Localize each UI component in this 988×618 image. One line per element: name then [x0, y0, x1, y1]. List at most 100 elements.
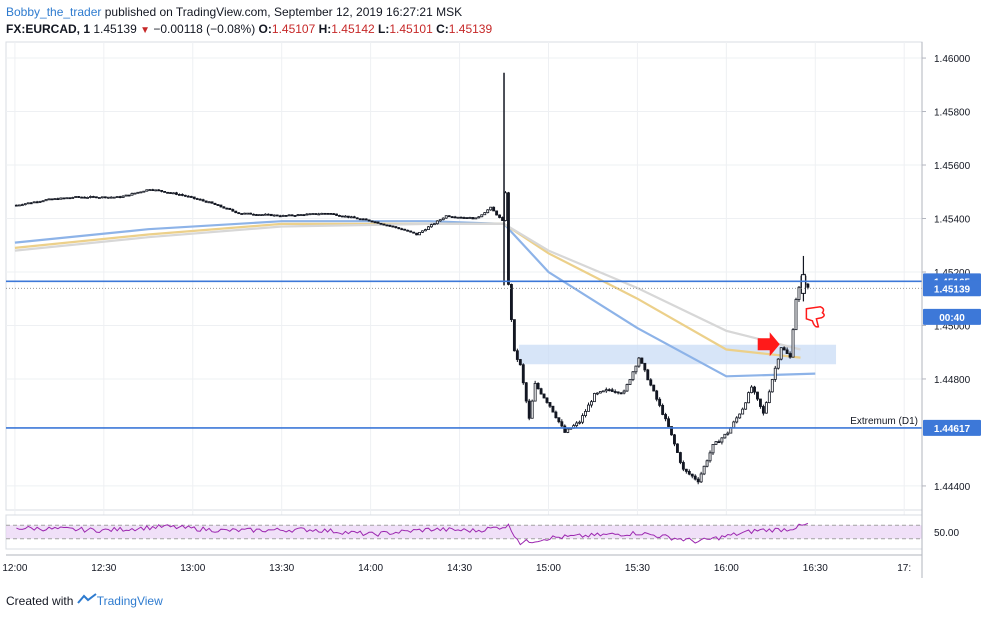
grid-lines — [5, 41, 923, 549]
candle-body — [539, 388, 543, 395]
candle-body — [424, 229, 427, 232]
price-change: −0.00118 (−0.08%) — [153, 22, 256, 36]
candle-body — [723, 433, 727, 439]
candle-body — [272, 214, 276, 217]
candle-body — [240, 213, 244, 215]
candle-body — [136, 191, 140, 194]
price-label-bg — [923, 308, 981, 325]
candle-body — [625, 384, 629, 392]
candle-body — [471, 217, 475, 220]
tradingview-brand[interactable]: TradingView — [96, 594, 163, 608]
candle-body — [788, 353, 792, 358]
candle-body — [74, 196, 78, 198]
candle-body — [346, 215, 350, 218]
candle-body — [658, 398, 662, 406]
candle-body — [246, 212, 250, 215]
candle-body — [634, 365, 638, 373]
price-tick-label: 1.45000 — [934, 321, 971, 332]
candle-body — [667, 418, 670, 427]
candle-body — [59, 197, 63, 200]
candle-body — [106, 196, 110, 199]
candle-body — [441, 217, 445, 221]
time-tick-label: 15:30 — [625, 563, 650, 574]
candle-body — [118, 196, 122, 198]
candle-body — [456, 216, 460, 219]
candle-body — [180, 194, 184, 196]
candle-body — [498, 214, 502, 218]
candle-body — [26, 202, 30, 205]
candle-body — [779, 347, 783, 360]
candle-body — [744, 402, 748, 410]
candle-body — [269, 213, 273, 217]
candle-body — [581, 415, 585, 423]
last-price: 1.45139 — [93, 22, 137, 36]
candle-body — [367, 219, 371, 222]
candle-body — [453, 216, 457, 219]
candle-body — [305, 213, 309, 216]
candle-body — [68, 197, 72, 200]
candle-body — [385, 224, 389, 227]
time-tick-label: 12:30 — [91, 563, 116, 574]
candle-body — [65, 197, 69, 200]
candle-body — [192, 196, 196, 199]
candle-body — [687, 471, 691, 475]
candle-body — [527, 400, 531, 419]
candle-body — [332, 213, 336, 215]
candle-body — [361, 218, 365, 221]
candle-body — [684, 468, 688, 472]
time-tick-label: 16:30 — [803, 563, 828, 574]
candle-body — [649, 379, 653, 386]
horizontal-levels[interactable]: Extremum (D1) — [6, 280, 922, 429]
candle-body — [720, 437, 724, 443]
candle-body — [548, 402, 552, 407]
candle-body — [542, 393, 546, 399]
published-text: published on TradingView.com, September … — [104, 5, 463, 19]
candle-body — [278, 215, 282, 218]
candle-body — [486, 209, 490, 214]
author-link[interactable]: Bobby_the_trader — [6, 5, 102, 19]
candle-body — [459, 216, 463, 219]
open-key: O: — [258, 22, 272, 36]
candle-body — [738, 413, 742, 419]
candle-body — [160, 190, 164, 192]
price-tick-label: 1.45400 — [934, 215, 971, 226]
candle-body — [628, 379, 632, 385]
candle-body — [94, 196, 98, 199]
support-zone-rect — [518, 344, 837, 365]
candle-body — [219, 204, 223, 208]
candle-body — [705, 460, 709, 467]
candle-body — [764, 402, 768, 414]
price-pane-frame — [5, 41, 923, 511]
close-value: 1.45139 — [448, 22, 493, 36]
candle-body — [664, 414, 668, 420]
candle-body — [613, 391, 617, 393]
candle-body — [83, 196, 86, 199]
candle-body — [607, 389, 611, 392]
extremum-label-text: 1.44617 — [934, 424, 971, 435]
candle-body — [560, 421, 564, 427]
candle-body — [260, 214, 264, 216]
candle-body — [655, 390, 659, 400]
candle-body — [468, 217, 472, 219]
candle-body — [373, 221, 377, 224]
candle-body — [287, 214, 291, 217]
time-tick-label: 14:00 — [358, 563, 383, 574]
candle-body — [216, 204, 220, 206]
candle-body — [675, 443, 679, 453]
last-candle-body — [800, 274, 806, 294]
rsi-line — [16, 522, 809, 546]
candle-body — [637, 357, 641, 367]
candle-body — [115, 196, 119, 198]
candle-body — [352, 216, 356, 219]
rsi-tick-label: 50.00 — [934, 528, 959, 539]
time-tick-label: 14:30 — [447, 563, 472, 574]
candle-body — [403, 228, 407, 231]
candle-body — [44, 199, 48, 202]
candle-body — [281, 215, 285, 217]
candle-body — [142, 190, 146, 193]
candle-body — [234, 210, 238, 214]
candle-body — [355, 217, 359, 220]
candle-body — [204, 200, 208, 203]
created-with-text: Created with — [6, 594, 74, 608]
